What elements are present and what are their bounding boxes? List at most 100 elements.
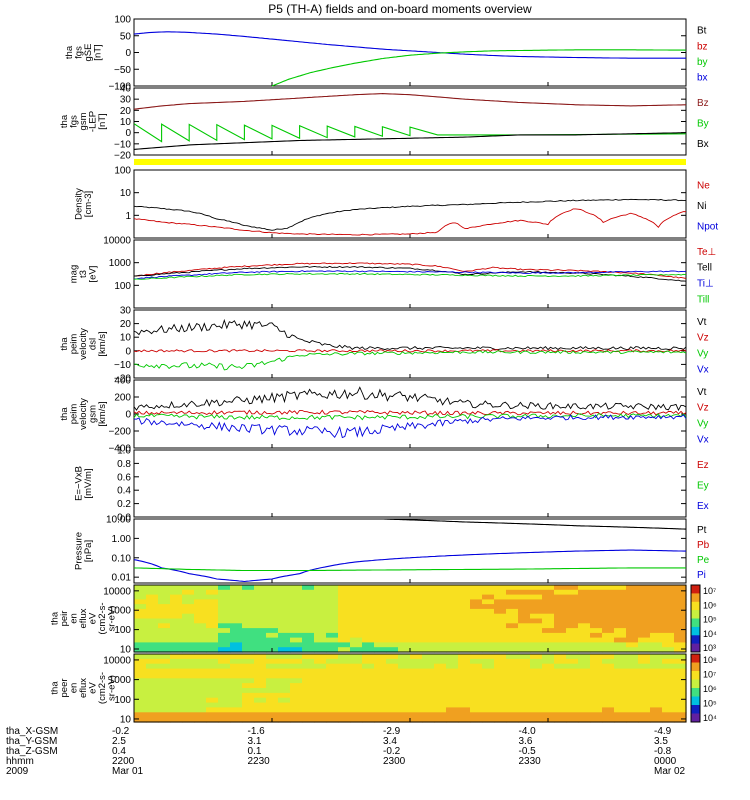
heatmap-cell xyxy=(494,717,507,723)
heatmap-cell xyxy=(266,702,279,709)
heatmap-cell xyxy=(482,637,495,643)
heatmap-cell xyxy=(326,688,339,694)
heatmap-cell xyxy=(374,688,387,694)
heatmap-cell xyxy=(278,608,291,615)
heatmap-cell xyxy=(674,642,687,648)
heatmap-cell xyxy=(158,707,171,713)
heatmap-cell xyxy=(362,673,375,679)
heatmap-cell xyxy=(410,642,423,648)
bottom-tick-value: -0.2 xyxy=(112,726,130,737)
colorbar-segment xyxy=(691,601,700,611)
heatmap-cell xyxy=(638,654,651,660)
heatmap-cell xyxy=(458,599,471,605)
heatmap-cell xyxy=(614,628,627,634)
heatmap-cell xyxy=(398,688,411,694)
heatmap-cell xyxy=(218,618,231,624)
heatmap-cell xyxy=(170,589,183,596)
heatmap-cell xyxy=(602,608,615,615)
heatmap-cell xyxy=(626,683,639,689)
heatmap-cell xyxy=(614,702,627,709)
heatmap-cell xyxy=(314,585,327,591)
heatmap-cell xyxy=(410,668,423,675)
heatmap-cell xyxy=(518,608,531,615)
heatmap-cell xyxy=(266,599,279,605)
heatmap-cell xyxy=(518,673,531,679)
y-tick-label: 0.0 xyxy=(117,513,131,524)
bottom-axis: tha_X-GSMtha_Y-GSMtha_Z-GSMhhmm2009-0.22… xyxy=(6,726,686,777)
heatmap-cell xyxy=(386,678,399,684)
heatmap-cell xyxy=(302,628,315,634)
colorbar-segment xyxy=(691,705,700,714)
heatmap-cell xyxy=(314,663,327,670)
heatmap-cell xyxy=(158,673,171,679)
heatmap-cell xyxy=(158,717,171,723)
heatmap-cell xyxy=(338,613,351,620)
heatmap-cell xyxy=(554,585,567,591)
heatmap-cell xyxy=(434,604,447,610)
heatmap-cell xyxy=(278,702,291,709)
heatmap-cell xyxy=(374,654,387,660)
heatmap-cell xyxy=(518,604,531,610)
heatmap-cell xyxy=(158,668,171,675)
heatmap-cell xyxy=(290,642,303,648)
heatmap-cell xyxy=(290,613,303,620)
heatmap-cell xyxy=(494,668,507,675)
heatmap-cell xyxy=(326,697,339,704)
heatmap-cell xyxy=(554,642,567,648)
colorbar-tick-label: 10⁴ xyxy=(703,629,717,639)
heatmap-cell xyxy=(194,692,207,699)
legend-entry: Vt xyxy=(697,317,707,328)
heatmap-cell xyxy=(470,712,483,718)
heatmap-cell xyxy=(362,618,375,624)
heatmap-cell xyxy=(170,613,183,620)
heatmap-cell xyxy=(590,683,603,689)
heatmap-cell xyxy=(314,637,327,643)
heatmap-cell xyxy=(278,589,291,596)
heatmap-cell xyxy=(410,683,423,689)
heatmap-cell xyxy=(506,702,519,709)
heatmap-cell xyxy=(218,702,231,709)
bottom-tick-value: -0.5 xyxy=(519,746,537,757)
heatmap-cell xyxy=(302,618,315,624)
heatmap-cell xyxy=(146,585,159,591)
heatmap-cell xyxy=(446,707,459,713)
heatmap-cell xyxy=(350,604,363,610)
heatmap-cell xyxy=(602,613,615,620)
heatmap-cell xyxy=(674,697,687,704)
y-tick-label: 100 xyxy=(114,625,131,636)
heatmap-cell xyxy=(338,707,351,713)
bottom-row-label: tha_Y-GSM xyxy=(6,736,57,747)
heatmap-cell xyxy=(674,599,687,605)
heatmap-cell xyxy=(242,707,255,713)
heatmap-cell xyxy=(182,604,195,610)
y-tick-label: −100 xyxy=(108,82,131,93)
heatmap-cell xyxy=(662,717,675,723)
heatmap-cell xyxy=(494,637,507,643)
heatmap-cell xyxy=(182,623,195,629)
heatmap-cell xyxy=(566,604,579,610)
heatmap-cell xyxy=(410,618,423,624)
heatmap-cell xyxy=(578,717,591,723)
heatmap-cell xyxy=(170,688,183,694)
heatmap-cell xyxy=(518,688,531,694)
heatmap-cell xyxy=(254,604,267,610)
heatmap-cell xyxy=(518,594,531,600)
heatmap-cell xyxy=(362,688,375,694)
heatmap-cell xyxy=(350,707,363,713)
heatmap-cell xyxy=(674,628,687,634)
heatmap-cell xyxy=(434,673,447,679)
heatmap-cell xyxy=(470,697,483,704)
heatmap-cell xyxy=(602,697,615,704)
heatmap-cell xyxy=(446,589,459,596)
heatmap-cell xyxy=(674,604,687,610)
heatmap-cell xyxy=(482,618,495,624)
heatmap-cell xyxy=(314,589,327,596)
heatmap-cell xyxy=(398,702,411,709)
heatmap-cell xyxy=(146,628,159,634)
heatmap-cell xyxy=(554,702,567,709)
heatmap-cell xyxy=(650,697,663,704)
heatmap-cell xyxy=(518,678,531,684)
y-tick-label: 10 xyxy=(120,333,132,344)
heatmap-cell xyxy=(242,673,255,679)
heatmap-cell xyxy=(554,623,567,629)
